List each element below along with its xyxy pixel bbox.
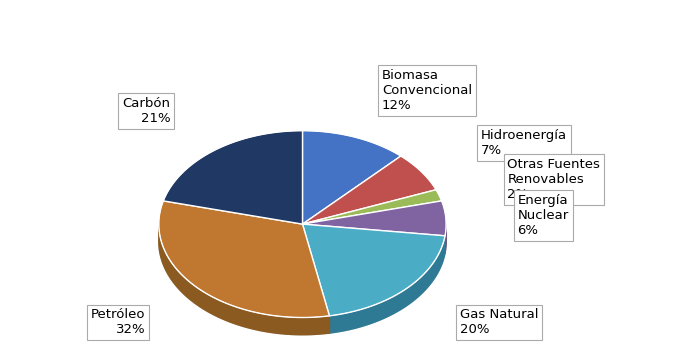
- Polygon shape: [302, 190, 442, 224]
- Polygon shape: [159, 148, 446, 335]
- Polygon shape: [302, 224, 330, 333]
- Text: Energía
Nuclear
6%: Energía Nuclear 6%: [518, 194, 569, 237]
- Polygon shape: [445, 224, 446, 253]
- Polygon shape: [302, 131, 401, 224]
- Polygon shape: [330, 236, 445, 333]
- Polygon shape: [163, 131, 302, 224]
- Text: Otras Fuentes
Renovables
2%: Otras Fuentes Renovables 2%: [508, 158, 601, 201]
- Text: Carbón
21%: Carbón 21%: [122, 97, 170, 125]
- Polygon shape: [159, 226, 330, 335]
- Text: Hidroenergía
7%: Hidroenergía 7%: [481, 129, 567, 157]
- Polygon shape: [302, 224, 445, 316]
- Text: Gas Natural
20%: Gas Natural 20%: [460, 308, 538, 336]
- Polygon shape: [302, 156, 436, 224]
- Polygon shape: [302, 224, 330, 333]
- Polygon shape: [302, 224, 445, 253]
- Polygon shape: [302, 201, 446, 236]
- Text: Biomasa
Convencional
12%: Biomasa Convencional 12%: [382, 69, 472, 112]
- Polygon shape: [302, 224, 445, 253]
- Text: Petróleo
32%: Petróleo 32%: [91, 308, 146, 336]
- Polygon shape: [159, 201, 330, 317]
